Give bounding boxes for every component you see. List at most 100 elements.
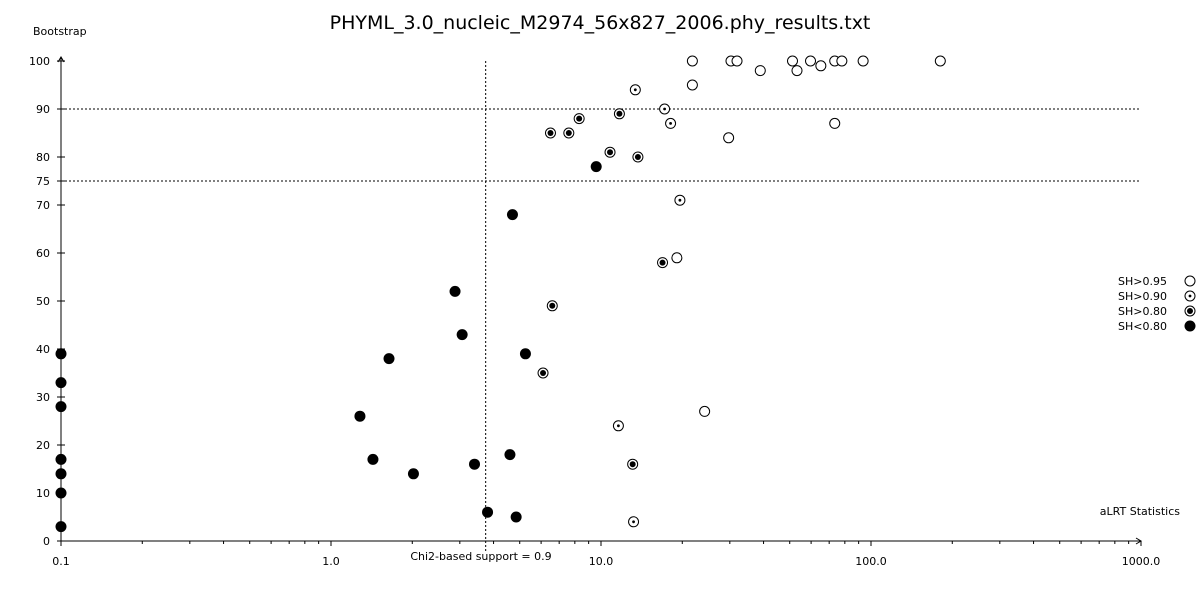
marker-ring xyxy=(754,65,766,77)
legend-marker xyxy=(1184,275,1196,287)
data-point xyxy=(354,410,366,422)
marker-ring xyxy=(671,252,683,264)
marker-core xyxy=(616,110,623,117)
marker-core xyxy=(565,130,572,136)
data-point xyxy=(754,65,766,77)
marker-fill xyxy=(468,458,480,470)
legend-marker xyxy=(1184,305,1196,317)
y-axis-arrow xyxy=(57,56,65,63)
marker-fill xyxy=(456,329,468,341)
y-tick-label: 10 xyxy=(36,487,50,500)
marker-fill xyxy=(504,449,516,461)
marker-ring xyxy=(1184,275,1196,287)
marker-ring xyxy=(787,55,799,67)
reference-lines xyxy=(61,61,1141,551)
x-axis-label: aLRT Statistics xyxy=(1100,505,1180,518)
data-point xyxy=(55,401,67,413)
data-point xyxy=(657,257,669,269)
y-tick-label: 30 xyxy=(36,391,50,404)
legend-marker xyxy=(1184,290,1196,302)
data-point xyxy=(686,79,698,91)
axes: 0 10 20 30 40 50 60 70 75 80 90 100 0.1 1.0 10.0 100.0 1… xyxy=(29,55,1160,568)
marker-core xyxy=(540,370,547,376)
marker-fill xyxy=(590,161,602,173)
marker-fill xyxy=(407,468,419,480)
marker-core xyxy=(634,154,641,160)
legend-marker xyxy=(1184,320,1196,332)
data-point xyxy=(449,285,461,297)
y-tick-label: 20 xyxy=(36,439,50,452)
marker-fill xyxy=(506,209,518,221)
data-point xyxy=(699,405,711,417)
data-point xyxy=(659,103,671,115)
marker-ring xyxy=(829,117,841,129)
marker-ring xyxy=(731,55,743,67)
data-point xyxy=(55,521,67,533)
marker-fill xyxy=(55,468,67,480)
data-point xyxy=(510,511,522,523)
data-point xyxy=(791,65,803,77)
marker-fill xyxy=(354,410,366,422)
marker-ring xyxy=(686,55,698,67)
data-point xyxy=(805,55,817,67)
data-point xyxy=(544,127,556,139)
data-point xyxy=(723,132,735,144)
marker-fill xyxy=(55,348,67,360)
legend-label: SH>0.80 xyxy=(1118,305,1167,318)
marker-ring xyxy=(791,65,803,77)
marker-ring xyxy=(723,132,735,144)
legend-label: SH<0.80 xyxy=(1118,320,1167,333)
x-tick-label: 1000.0 xyxy=(1122,555,1161,568)
marker-ring xyxy=(686,79,698,91)
data-point xyxy=(55,348,67,360)
data-point xyxy=(815,60,827,72)
data-point xyxy=(612,420,624,432)
marker-ring xyxy=(934,55,946,67)
data-point xyxy=(504,449,516,461)
chart-title: PHYML_3.0_nucleic_M2974_56x827_2006.phy_… xyxy=(330,12,871,34)
marker-core xyxy=(576,115,583,122)
legend-label: SH>0.90 xyxy=(1118,290,1167,303)
marker-fill xyxy=(449,285,461,297)
data-point xyxy=(674,194,686,206)
data-point xyxy=(629,84,641,96)
marker-fill xyxy=(519,348,531,360)
data-point xyxy=(671,252,683,264)
data-point xyxy=(573,113,585,125)
data-point xyxy=(55,487,67,499)
data-point xyxy=(686,55,698,67)
data-point xyxy=(604,146,616,158)
legend: SH>0.95 SH>0.90 SH>0.80 SH<0.80 xyxy=(1118,275,1196,333)
y-tick-label: 70 xyxy=(36,199,50,212)
marker-core xyxy=(607,149,614,156)
marker-ring xyxy=(857,55,869,67)
marker-dot xyxy=(632,520,635,524)
y-tick-label: 50 xyxy=(36,295,50,308)
data-point xyxy=(55,468,67,480)
marker-fill xyxy=(482,506,494,518)
marker-core xyxy=(549,302,556,309)
data-point xyxy=(468,458,480,470)
data-point xyxy=(787,55,799,67)
marker-dot xyxy=(617,424,620,428)
data-point xyxy=(546,300,558,312)
data-point xyxy=(665,117,677,129)
marker-dot xyxy=(678,198,682,202)
marker-core xyxy=(659,259,666,266)
data-point xyxy=(613,108,625,120)
marker-dot xyxy=(1188,294,1192,298)
data-point xyxy=(383,353,395,365)
x-tick-label: 10.0 xyxy=(589,555,614,568)
marker-fill xyxy=(55,487,67,499)
data-point xyxy=(55,377,67,389)
data-point xyxy=(456,329,468,341)
marker-core xyxy=(547,130,554,136)
x-tick-label: 0.1 xyxy=(52,555,70,568)
marker-ring xyxy=(836,55,848,67)
marker-dot xyxy=(663,107,666,111)
marker-core xyxy=(1187,308,1193,314)
data-point xyxy=(537,367,549,379)
marker-fill xyxy=(383,353,395,365)
data-point xyxy=(627,458,639,470)
